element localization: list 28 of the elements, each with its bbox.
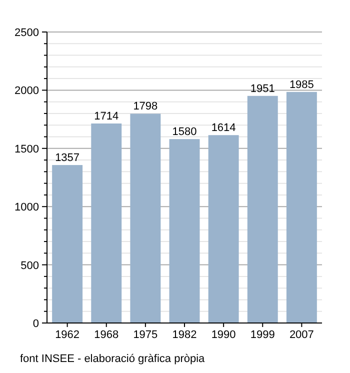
data-label: 1357 (55, 152, 80, 164)
data-label: 1714 (94, 110, 119, 122)
x-tick-label: 1968 (94, 329, 119, 341)
x-tick-label: 2007 (289, 329, 314, 341)
x-tick-label: 1982 (172, 329, 197, 341)
bar (208, 135, 239, 323)
bar (247, 96, 278, 323)
bar (91, 123, 122, 323)
data-label: 1985 (289, 78, 314, 91)
x-tick-label: 1962 (55, 329, 80, 341)
data-label: 1798 (133, 100, 158, 113)
x-tick-label: 1975 (133, 329, 158, 341)
y-tick-label: 2500 (14, 27, 39, 39)
data-label: 1951 (250, 82, 275, 95)
y-tick-label: 0 (32, 318, 39, 330)
bar (130, 114, 161, 323)
y-tick-label: 2000 (14, 85, 39, 98)
y-tick-label: 1000 (14, 202, 39, 214)
data-label: 1580 (172, 126, 197, 138)
bar (169, 139, 200, 323)
text: font INSEE - elaboració gràfica pròpia (20, 353, 206, 365)
x-tick-label: 1999 (250, 329, 275, 341)
y-tick-label: 1500 (14, 143, 39, 156)
y-tick-label: 500 (20, 260, 39, 272)
x-tick-label: 1990 (211, 329, 236, 341)
bar (52, 165, 83, 323)
bar (286, 92, 317, 323)
data-label: 1614 (211, 122, 236, 134)
